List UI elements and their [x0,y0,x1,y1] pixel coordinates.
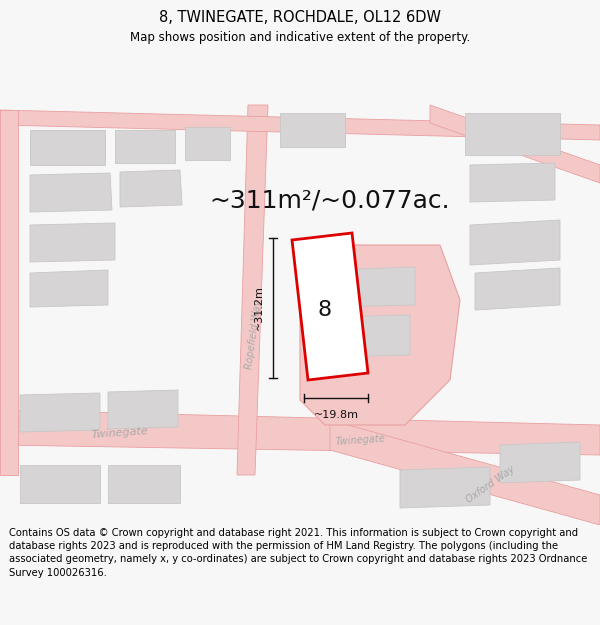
Polygon shape [20,465,100,503]
Text: 8, TWINEGATE, ROCHDALE, OL12 6DW: 8, TWINEGATE, ROCHDALE, OL12 6DW [159,10,441,25]
Polygon shape [465,113,560,155]
Polygon shape [400,467,490,508]
Polygon shape [475,268,560,310]
Polygon shape [330,315,410,357]
Polygon shape [108,465,180,503]
Polygon shape [30,173,112,212]
Polygon shape [0,110,600,140]
Polygon shape [120,170,182,207]
Polygon shape [108,390,178,429]
Polygon shape [0,410,600,455]
Text: ~31.2m: ~31.2m [254,286,264,331]
Polygon shape [280,113,345,147]
Polygon shape [310,255,450,415]
Polygon shape [237,105,268,475]
Polygon shape [292,233,368,380]
Text: Ropefield Way: Ropefield Way [244,299,264,371]
Polygon shape [470,220,560,265]
Polygon shape [300,245,460,425]
Polygon shape [330,267,415,307]
Polygon shape [30,223,115,262]
Text: Oxford Way: Oxford Way [464,464,516,506]
Text: Map shows position and indicative extent of the property.: Map shows position and indicative extent… [130,31,470,44]
Text: ~311m²/~0.077ac.: ~311m²/~0.077ac. [209,188,451,212]
Polygon shape [430,105,600,183]
Polygon shape [20,393,100,432]
Text: Twinegate: Twinegate [335,433,385,447]
Polygon shape [470,163,555,202]
Polygon shape [330,420,600,525]
Text: Twinegate: Twinegate [91,426,149,440]
Polygon shape [0,110,18,475]
Polygon shape [115,130,175,163]
Text: ~19.8m: ~19.8m [314,410,359,420]
Text: Contains OS data © Crown copyright and database right 2021. This information is : Contains OS data © Crown copyright and d… [9,528,587,578]
Polygon shape [30,270,108,307]
Text: 8: 8 [318,300,332,320]
Polygon shape [500,442,580,483]
Polygon shape [185,127,230,160]
Polygon shape [30,130,105,165]
